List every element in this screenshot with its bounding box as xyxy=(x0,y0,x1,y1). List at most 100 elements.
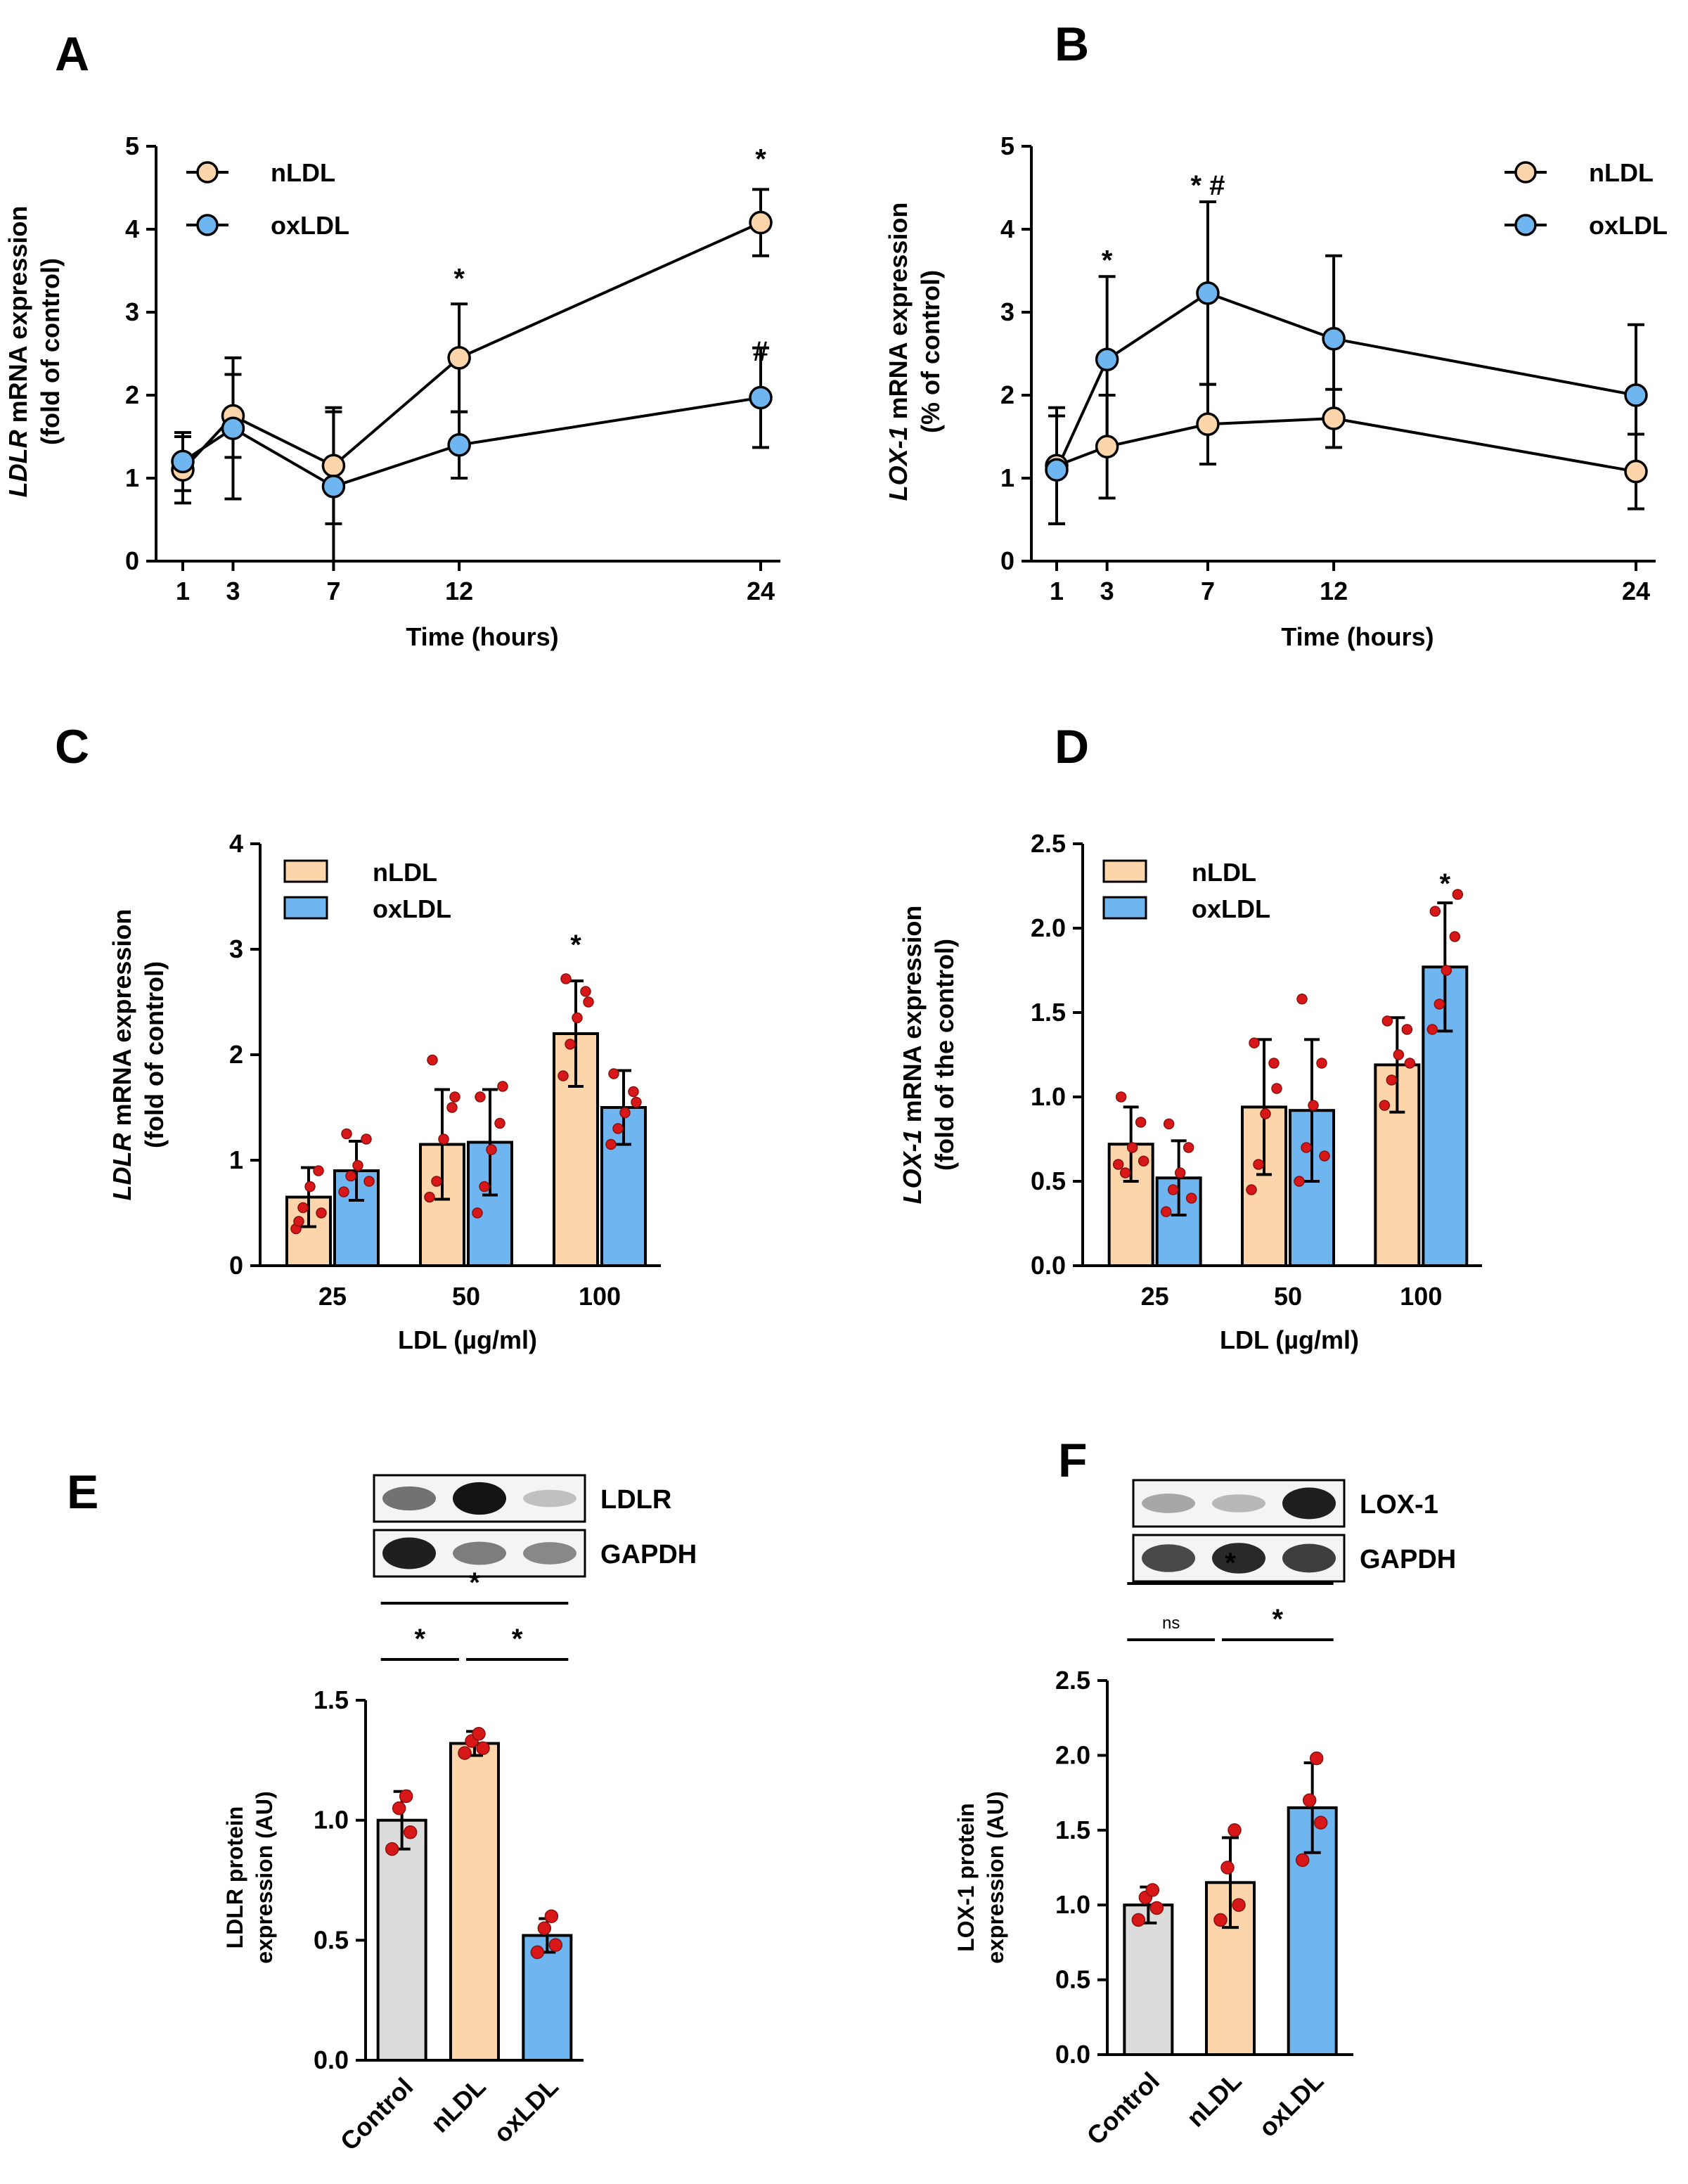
chart-E-comparison-label: * xyxy=(469,1567,480,1598)
chart-E-comparison-label: * xyxy=(415,1624,426,1655)
chart-D-xtick-label: 50 xyxy=(1274,1282,1302,1311)
chart-B-ylabel2: (% of control) xyxy=(916,270,945,433)
chart-B-legend-label: oxLDL xyxy=(1589,211,1668,240)
chart-D-ytick-label: 0.0 xyxy=(1031,1251,1066,1280)
chart-F-blot-label-loading: GAPDH xyxy=(1360,1545,1456,1574)
chart-D-datapoint xyxy=(1386,1074,1398,1086)
chart-B-significance: * xyxy=(1102,245,1113,276)
chart-B-point-nLDL xyxy=(1322,406,1346,430)
chart-C-datapoint xyxy=(486,1144,497,1155)
chart-F-ylabel2: expression (AU) xyxy=(983,1791,1008,1963)
chart-E-blot-band xyxy=(453,1541,506,1565)
chart-D-datapoint xyxy=(1449,931,1461,942)
chart-A-point-oxLDL xyxy=(749,385,773,410)
chart-E-blot-band xyxy=(453,1482,506,1515)
chart-D-ytick-label: 0.5 xyxy=(1031,1167,1066,1195)
chart-C-datapoint xyxy=(363,1176,375,1187)
chart-D-datapoint xyxy=(1183,1142,1194,1153)
chart-C-ytick-label: 1 xyxy=(229,1145,243,1174)
chart-E-blot-band xyxy=(382,1486,436,1511)
chart-C-datapoint xyxy=(605,1138,617,1150)
chart-D-legend-label: nLDL xyxy=(1192,858,1256,887)
chart-F-datapoint xyxy=(1145,1883,1160,1897)
chart-C-ytick-label: 3 xyxy=(229,934,243,963)
chart-B-legend-label: nLDL xyxy=(1589,158,1654,187)
chart-C-datapoint xyxy=(297,1202,309,1214)
chart-D-datapoint xyxy=(1316,1058,1327,1069)
chart-C-datapoint xyxy=(352,1160,363,1171)
chart-B-xtick-label: 1 xyxy=(1050,577,1064,605)
chart-D-datapoint xyxy=(1433,998,1445,1010)
panel-label-C: C xyxy=(55,720,89,773)
chart-F-blot-band xyxy=(1142,1544,1195,1572)
chart-A-xlabel: Time (hours) xyxy=(406,622,558,651)
chart-F-datapoint xyxy=(1131,1913,1146,1927)
chart-D-ytick-label: 1.5 xyxy=(1031,998,1066,1027)
chart-C-datapoint xyxy=(341,1128,352,1140)
chart-C-legend-swatch xyxy=(283,859,328,883)
chart-F-datapoint xyxy=(1295,1853,1310,1868)
chart-C-datapoint xyxy=(560,973,572,984)
chart-C-datapoint xyxy=(427,1054,438,1066)
chart-A-ytick-label: 4 xyxy=(125,214,139,243)
chart-D-xtick-label: 25 xyxy=(1141,1282,1169,1311)
chart-C-datapoint xyxy=(608,1068,619,1079)
chart-D-ylabel: LOX-1 mRNA expression xyxy=(898,906,927,1205)
chart-D: 0.0 0.5 1.0 1.5 2.0 2.5 25 50 100 * LDL (µg/ml) LOX… xyxy=(898,829,1482,1354)
chart-D-datapoint xyxy=(1185,1193,1197,1204)
chart-A-significance: # xyxy=(753,336,768,367)
chart-D-datapoint xyxy=(1163,1118,1175,1130)
chart-D-datapoint xyxy=(1301,1142,1312,1153)
chart-F-datapoint xyxy=(1228,1823,1242,1837)
chart-D-datapoint xyxy=(1249,1037,1260,1048)
chart-D-datapoint xyxy=(1319,1150,1330,1162)
panel-label-E: E xyxy=(67,1465,98,1519)
chart-A-ytick-label: 1 xyxy=(125,463,139,492)
chart-C-datapoint xyxy=(572,1012,583,1024)
chart-B-significance: * # xyxy=(1190,170,1225,201)
chart-C-datapoint xyxy=(497,1081,508,1092)
chart-C-legend-swatch xyxy=(283,896,328,920)
chart-C-datapoint xyxy=(631,1096,642,1108)
chart-B-point-oxLDL xyxy=(1624,383,1648,407)
chart-D-ytick-label: 2.0 xyxy=(1031,913,1066,942)
chart-E-datapoint xyxy=(537,1921,552,1936)
chart-E-xtick-label: nLDL xyxy=(425,2072,491,2138)
chart-E-bar-Control xyxy=(376,1818,427,2062)
chart-D-xlabel: LDL (µg/ml) xyxy=(1220,1325,1359,1354)
chart-E-blot-band xyxy=(382,1537,436,1569)
chart-A-ytick-label: 0 xyxy=(125,546,139,575)
chart-D-datapoint xyxy=(1253,1159,1264,1170)
chart-C-datapoint xyxy=(316,1207,327,1219)
chart-D-datapoint xyxy=(1401,1024,1413,1035)
chart-E-bar-oxLDL xyxy=(522,1934,573,2062)
chart-D-ylabel2: (fold of the control) xyxy=(930,939,959,1171)
chart-D-datapoint xyxy=(1452,889,1464,900)
chart-E-datapoint xyxy=(544,1909,559,1923)
chart-B-point-nLDL xyxy=(1624,459,1648,484)
chart-C-ytick-label: 2 xyxy=(229,1040,243,1069)
chart-C-legend-label: oxLDL xyxy=(373,894,451,923)
chart-B-ytick-label: 4 xyxy=(1000,214,1014,243)
chart-C-datapoint xyxy=(338,1186,349,1197)
chart-C-xtick-label: 50 xyxy=(452,1282,480,1311)
chart-F-bar-nLDL xyxy=(1205,1881,1256,2057)
chart-D-legend-swatch xyxy=(1102,896,1147,920)
chart-B-ytick-label: 0 xyxy=(1000,546,1014,575)
chart-C-xlabel: LDL (µg/ml) xyxy=(398,1325,537,1354)
chart-D-datapoint xyxy=(1294,1176,1305,1187)
chart-E-xtick-label: oxLDL xyxy=(488,2072,564,2148)
chart-D-significance: * xyxy=(1440,868,1451,899)
chart-A-ylabel2: (fold of control) xyxy=(36,258,65,445)
chart-C-significance: * xyxy=(570,930,581,961)
chart-D-datapoint xyxy=(1429,906,1441,917)
chart-C-datapoint xyxy=(446,1102,458,1113)
chart-E-datapoint xyxy=(476,1741,490,1756)
chart-E-datapoint xyxy=(458,1746,472,1760)
chart-E-datapoint xyxy=(403,1825,418,1839)
chart-F-xtick-label: nLDL xyxy=(1181,2067,1247,2133)
chart-F-ytick-label: 1.0 xyxy=(1055,1890,1090,1919)
chart-B-line-oxLDL xyxy=(1055,291,1637,471)
chart-A-significance: * xyxy=(755,143,766,174)
